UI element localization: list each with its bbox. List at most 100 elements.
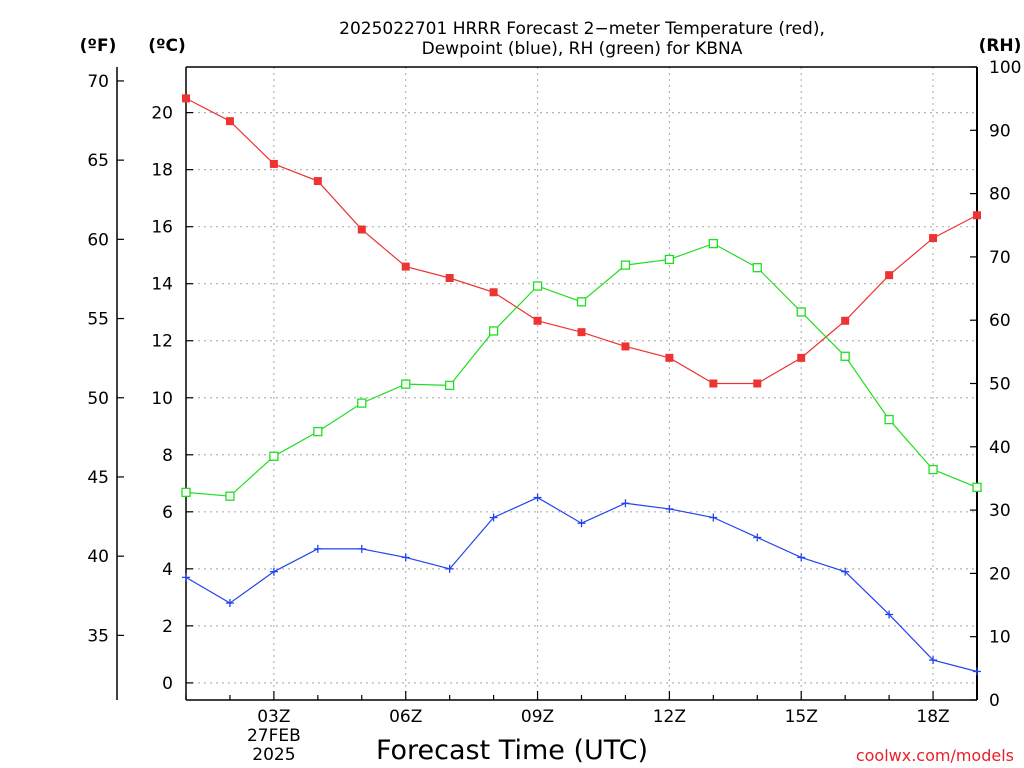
rh-tick-label: 80 <box>989 185 1011 205</box>
chart-subtitle: Dewpoint (blue), RH (green) for KBNA <box>422 39 743 59</box>
fahrenheit-tick-label: 55 <box>87 310 109 330</box>
temperature-point <box>401 262 410 271</box>
rh-tick-label: 70 <box>989 248 1011 268</box>
data-series <box>181 94 982 676</box>
rh-point <box>664 254 675 265</box>
fahrenheit-tick-label: 60 <box>87 230 109 250</box>
rh-point <box>401 379 411 389</box>
rh-point <box>620 260 631 270</box>
celsius-tick-label: 6 <box>162 503 173 523</box>
dewpoint-point <box>665 504 674 513</box>
fahrenheit-tick-label: 50 <box>87 389 109 409</box>
fahrenheit-tick-label: 45 <box>87 468 109 488</box>
rh-point <box>884 414 894 425</box>
celsius-tick-label: 8 <box>162 446 173 466</box>
rh-point <box>488 326 499 336</box>
rh-point <box>181 487 191 498</box>
rh-tick-label: 40 <box>989 438 1011 458</box>
x-date-label: 27FEB <box>247 726 301 746</box>
series-rh <box>181 238 982 501</box>
celsius-unit-label: (ºC) <box>148 36 186 56</box>
grid-lines <box>186 67 977 700</box>
rh-point <box>532 281 543 291</box>
rh-point <box>928 464 938 475</box>
rh-tick-label: 90 <box>989 121 1011 141</box>
rh-tick-label: 60 <box>989 311 1011 331</box>
temperature-point <box>753 379 762 388</box>
fahrenheit-tick-label: 35 <box>87 626 109 646</box>
temperature-point <box>182 94 190 103</box>
rh-tick-label: 30 <box>989 501 1011 521</box>
rh-point <box>576 297 587 307</box>
dewpoint-point <box>313 544 322 553</box>
tick-labels: 35 40 45 50 55 60 65 70 0 2 4 6 8 10 12 14 16 18 20 0 10 20 30… <box>87 58 1021 765</box>
celsius-tick-label: 2 <box>162 617 173 637</box>
temperature-point <box>225 117 234 126</box>
rh-tick-label: 100 <box>989 58 1021 78</box>
rh-point <box>752 263 762 273</box>
dewpoint-point <box>489 513 498 522</box>
temperature-point <box>357 225 366 234</box>
rh-tick-label: 0 <box>989 691 1000 711</box>
temperature-point <box>533 316 542 325</box>
rh-point <box>796 307 806 317</box>
x-date-label: 2025 <box>252 745 295 765</box>
dewpoint-point <box>357 544 366 553</box>
dewpoint-point <box>182 573 190 582</box>
rh-point <box>225 491 235 501</box>
dewpoint-point <box>753 533 762 542</box>
series-dewpoint <box>182 493 981 676</box>
chart-title: 2025022701 HRRR Forecast 2−meter Tempera… <box>339 19 825 39</box>
dewpoint-point <box>577 519 586 528</box>
temperature-point <box>973 211 981 220</box>
rh-point <box>708 238 718 249</box>
temperature-point <box>841 316 850 325</box>
axes <box>116 66 978 701</box>
rh-point <box>840 351 850 361</box>
fahrenheit-tick-label: 70 <box>87 72 109 92</box>
rh-tick-label: 10 <box>989 628 1011 648</box>
fahrenheit-unit-label: (ºF) <box>80 36 117 56</box>
temperature-point <box>445 274 454 282</box>
celsius-tick-label: 16 <box>151 218 173 238</box>
series-temperature <box>182 94 981 388</box>
rh-point <box>269 451 279 461</box>
temperature-point <box>885 271 894 280</box>
celsius-tick-label: 0 <box>162 674 173 694</box>
dewpoint-point <box>533 493 542 502</box>
dewpoint-point <box>401 553 410 562</box>
rh-point <box>313 426 323 437</box>
temperature-point <box>489 288 498 297</box>
rh-point <box>445 380 455 391</box>
rh-line <box>185 242 978 497</box>
celsius-tick-label: 4 <box>162 560 173 580</box>
x-tick-label: 03Z <box>257 707 290 727</box>
dewpoint-point <box>841 567 850 576</box>
fahrenheit-tick-label: 65 <box>87 151 109 171</box>
fahrenheit-tick-label: 40 <box>87 547 109 567</box>
temperature-point <box>665 353 674 362</box>
temperature-point <box>709 379 718 388</box>
x-tick-label: 09Z <box>521 707 554 727</box>
temperature-point <box>269 159 278 168</box>
x-tick-label: 12Z <box>653 707 686 727</box>
dewpoint-point <box>929 656 938 665</box>
rh-point <box>972 482 982 492</box>
celsius-tick-label: 18 <box>151 161 173 181</box>
x-tick-label: 18Z <box>916 707 949 727</box>
x-axis-label: Forecast Time (UTC) <box>376 735 648 766</box>
dewpoint-point <box>621 499 630 508</box>
credit-text: coolwx.com/models <box>856 746 1014 765</box>
celsius-tick-label: 20 <box>151 104 173 124</box>
dewpoint-point <box>225 599 234 608</box>
rh-unit-label: (RH) <box>979 36 1022 56</box>
celsius-tick-label: 10 <box>151 389 173 409</box>
temperature-point <box>621 342 630 351</box>
rh-tick-label: 50 <box>989 375 1011 395</box>
rh-point <box>357 398 367 408</box>
dewpoint-point <box>269 567 278 576</box>
temperature-point <box>797 353 806 362</box>
celsius-tick-label: 12 <box>151 332 173 352</box>
dewpoint-point <box>445 564 454 573</box>
